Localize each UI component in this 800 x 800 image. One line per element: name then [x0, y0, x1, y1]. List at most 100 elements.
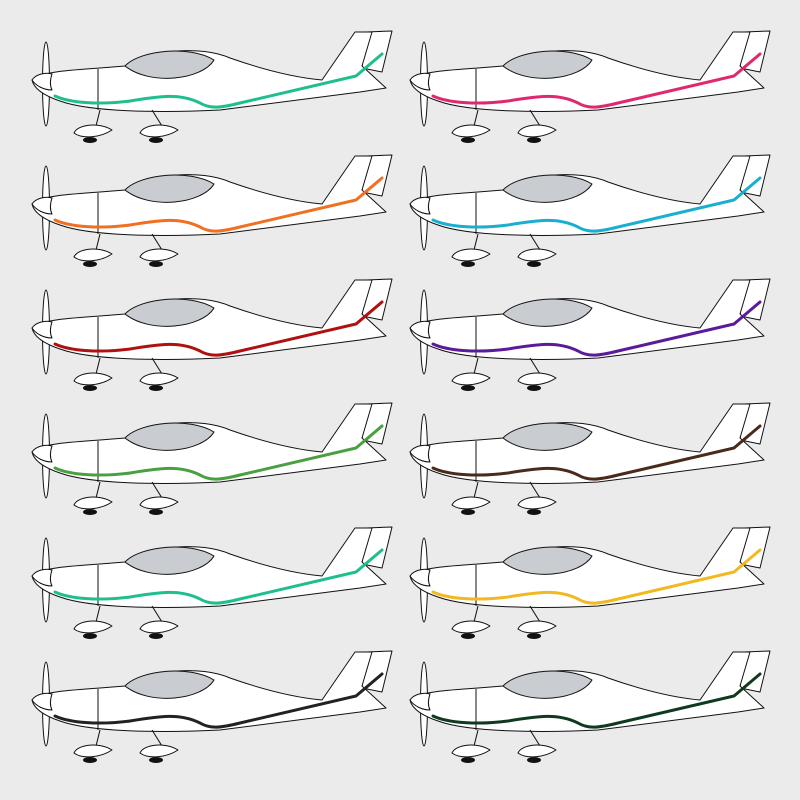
gear-strut	[95, 233, 101, 251]
wheel-fairing	[451, 620, 491, 634]
stripe	[53, 672, 384, 729]
canopy	[502, 50, 593, 79]
wheel	[527, 509, 541, 515]
stripe	[53, 548, 384, 605]
wheel	[461, 385, 475, 391]
airplane	[409, 30, 771, 143]
spinner	[409, 196, 431, 215]
wheel	[149, 385, 163, 391]
wheel	[83, 757, 97, 763]
wheel-fairing	[517, 124, 557, 138]
wheel-fairing	[73, 372, 113, 386]
stripe	[431, 300, 762, 357]
gear-strut	[473, 109, 479, 127]
gear-strut	[151, 481, 163, 499]
gear-strut	[529, 729, 541, 747]
gear-strut	[95, 109, 101, 127]
wheel-fairing	[451, 744, 491, 758]
stripe	[53, 52, 384, 109]
airplane	[409, 526, 771, 639]
gear-strut	[151, 357, 163, 375]
canopy	[502, 422, 593, 451]
wheel	[527, 385, 541, 391]
spinner	[31, 444, 53, 463]
fuselage	[409, 651, 765, 732]
wheel	[149, 137, 163, 143]
stripe	[53, 176, 384, 233]
airplane	[31, 402, 393, 515]
gear-strut	[151, 729, 163, 747]
spinner	[31, 72, 53, 91]
fuselage	[409, 31, 765, 112]
canopy	[502, 174, 593, 203]
gear-strut	[151, 605, 163, 623]
stripe	[431, 424, 762, 481]
canopy	[502, 298, 593, 327]
spinner	[31, 196, 53, 215]
canopy	[124, 298, 215, 327]
airplane	[31, 278, 393, 391]
airplane	[409, 278, 771, 391]
wheel	[83, 261, 97, 267]
wheel-fairing	[73, 124, 113, 138]
wheel	[83, 137, 97, 143]
spinner	[31, 568, 53, 587]
wheel	[83, 509, 97, 515]
gear-strut	[473, 605, 479, 623]
gear-strut	[95, 357, 101, 375]
wheel	[461, 261, 475, 267]
stripe	[431, 52, 762, 109]
wheel-fairing	[73, 248, 113, 262]
airplane	[31, 30, 393, 143]
gear-strut	[95, 481, 101, 499]
wheel	[149, 633, 163, 639]
canopy	[502, 670, 593, 699]
stripe	[53, 424, 384, 481]
gear-strut	[529, 357, 541, 375]
fuselage	[31, 279, 387, 360]
airplane	[409, 402, 771, 515]
spinner	[409, 568, 431, 587]
fuselage	[31, 651, 387, 732]
wheel-fairing	[73, 496, 113, 510]
wheel	[527, 757, 541, 763]
wheel-fairing	[139, 744, 179, 758]
wheel-fairing	[73, 744, 113, 758]
wheel-fairing	[517, 248, 557, 262]
stripe	[431, 672, 762, 729]
gear-strut	[529, 109, 541, 127]
stripe	[431, 548, 762, 605]
wheel	[461, 633, 475, 639]
fuselage	[409, 279, 765, 360]
wheel-fairing	[451, 496, 491, 510]
wheel	[149, 509, 163, 515]
airplane	[31, 154, 393, 267]
gear-strut	[95, 729, 101, 747]
fuselage	[409, 527, 765, 608]
fuselage	[31, 527, 387, 608]
wheel-fairing	[451, 372, 491, 386]
wheel-fairing	[139, 124, 179, 138]
wheel	[527, 633, 541, 639]
wheel-fairing	[451, 248, 491, 262]
wheel-fairing	[73, 620, 113, 634]
fuselage	[409, 155, 765, 236]
gear-strut	[529, 233, 541, 251]
wheel	[461, 757, 475, 763]
wheel	[149, 261, 163, 267]
gear-strut	[473, 233, 479, 251]
wheel-fairing	[139, 248, 179, 262]
wheel-fairing	[451, 124, 491, 138]
canopy	[124, 670, 215, 699]
gear-strut	[473, 357, 479, 375]
gear-strut	[529, 481, 541, 499]
spinner	[409, 72, 431, 91]
fuselage	[31, 403, 387, 484]
fuselage	[31, 31, 387, 112]
spinner	[409, 692, 431, 711]
wheel-fairing	[139, 372, 179, 386]
wheel	[461, 137, 475, 143]
wheel-fairing	[517, 496, 557, 510]
